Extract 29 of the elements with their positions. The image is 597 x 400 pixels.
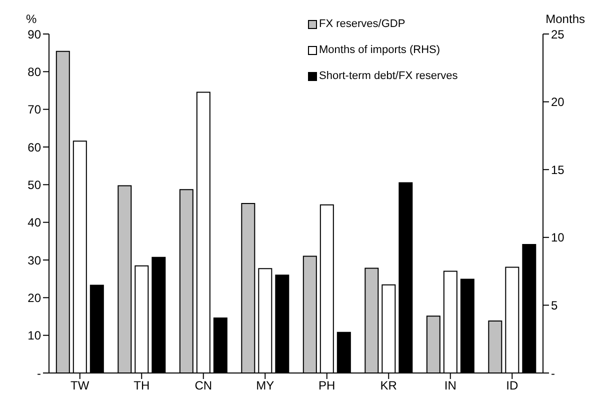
y2-axis-title: Months <box>546 12 585 26</box>
x-tick-label: MY <box>256 378 274 393</box>
y-tick-label: 40 <box>28 216 42 230</box>
y2-tick-label: - <box>551 366 555 380</box>
y-tick-label: 10 <box>28 328 42 343</box>
x-tick-label: TW <box>70 378 90 393</box>
y2-tick-label: 5 <box>551 298 558 312</box>
x-tick-label: TH <box>134 378 150 393</box>
y-tick-label: 50 <box>28 178 42 192</box>
y-axis-title: % <box>26 12 37 26</box>
y-tick-label: 70 <box>28 102 42 117</box>
x-tick-label: ID <box>506 378 518 393</box>
y-tick-label: - <box>37 366 41 380</box>
legend-label: Short-term debt/FX reserves <box>319 70 458 82</box>
y2-tick-label: 15 <box>551 162 565 177</box>
y2-tick-label: 10 <box>551 230 565 245</box>
legend-label: FX reserves/GDP <box>319 18 406 30</box>
x-tick-label: IN <box>444 378 456 393</box>
y-tick-label: 80 <box>28 64 42 79</box>
x-tick-label: PH <box>318 378 336 393</box>
x-tick-label: CN <box>194 378 212 393</box>
y-tick-label: 90 <box>28 27 42 42</box>
y2-tick-label: 25 <box>551 27 565 42</box>
y-tick-label: 60 <box>28 140 42 154</box>
y-tick-label: 20 <box>28 290 42 305</box>
y-tick-label: 30 <box>28 253 42 268</box>
y2-tick-label: 20 <box>551 95 565 110</box>
x-tick-label: KR <box>380 378 398 393</box>
legend-label: Months of imports (RHS) <box>319 44 440 56</box>
